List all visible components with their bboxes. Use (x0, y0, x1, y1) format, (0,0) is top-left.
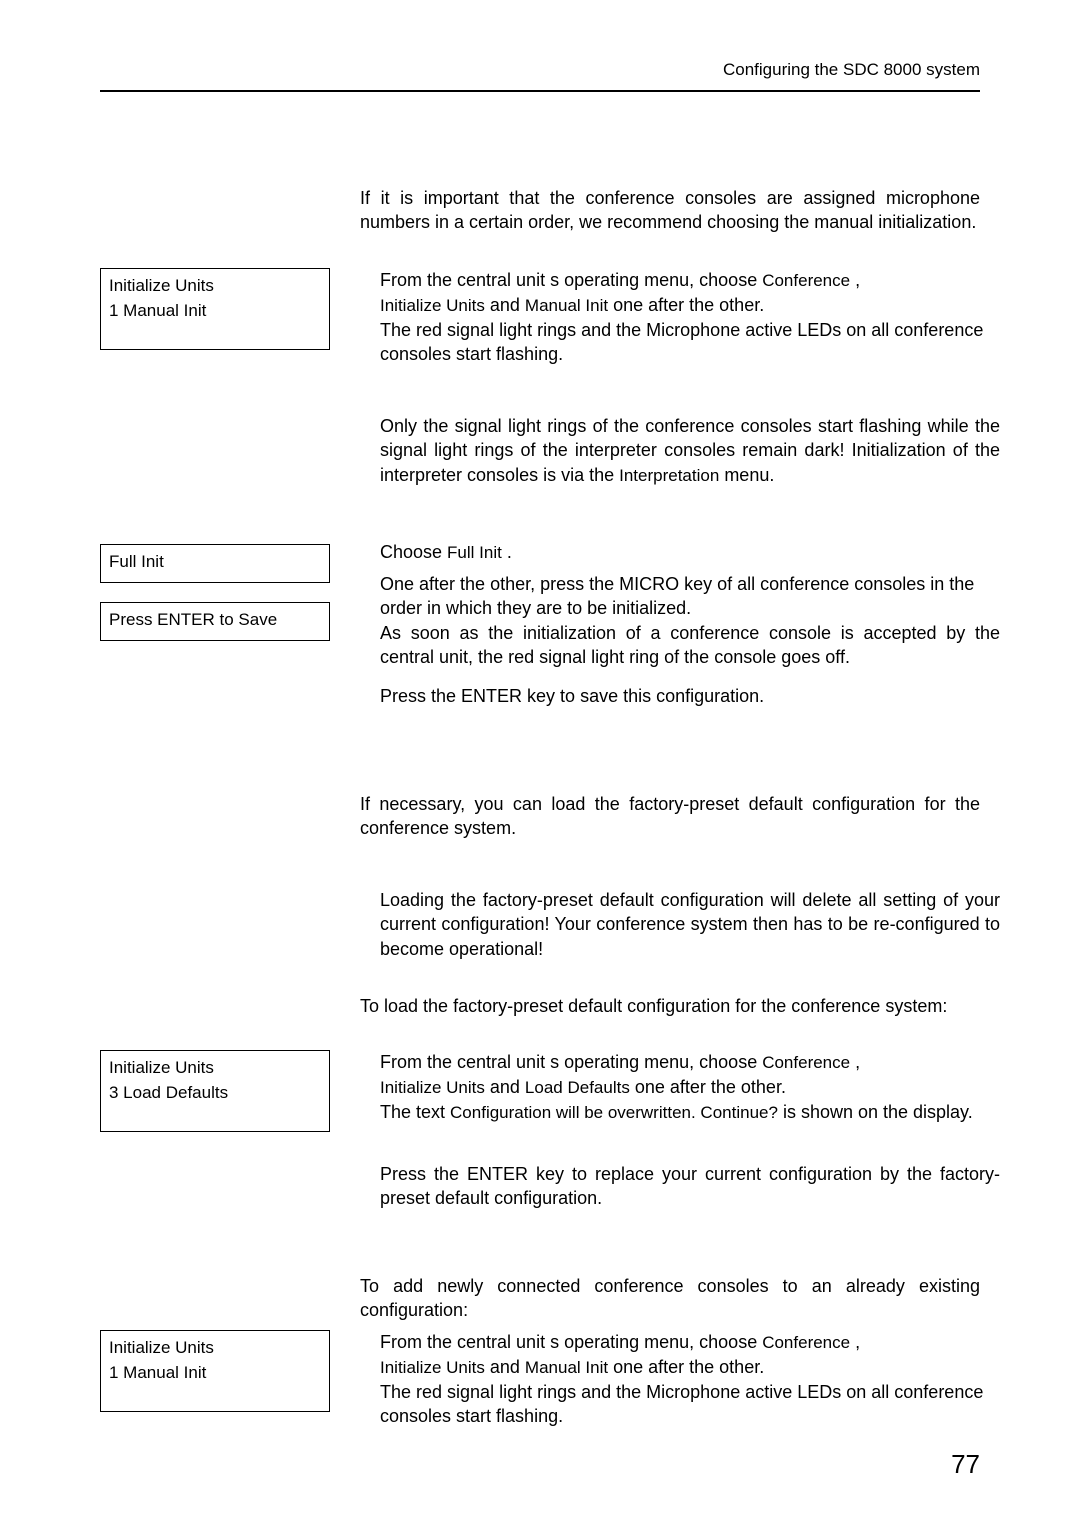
body-warning: Loading the factory-preset default confi… (360, 888, 1000, 961)
ui-term: Manual Init (525, 296, 608, 315)
running-header: Configuring the SDC 8000 system (723, 60, 980, 80)
header-rule (100, 90, 980, 92)
body-step: From the central unit s operating menu, … (360, 268, 1000, 366)
t: one after the other. (630, 1077, 786, 1097)
ui-term: Manual Init (525, 1358, 608, 1377)
display-box-4: Initialize Units 1 Manual Init (100, 1330, 330, 1412)
body-note: Only the signal light rings of the confe… (360, 414, 1000, 488)
display-line: 3 Load Defaults (109, 1082, 321, 1105)
ui-term: Initialize Units (380, 296, 485, 315)
body-step: Press the ENTER key to replace your curr… (360, 1162, 1000, 1211)
t: one after the other. (608, 295, 764, 315)
t: menu. (719, 465, 774, 485)
body-text: If necessary, you can load the factory-p… (360, 792, 980, 841)
body-step: From the central unit s operating menu, … (360, 1050, 1000, 1125)
display-box-2b: Press ENTER to Save (100, 602, 330, 641)
t: The red signal light rings and the Micro… (380, 318, 1000, 367)
t: and (485, 1357, 525, 1377)
body-step: Press the ENTER key to save this configu… (360, 684, 1000, 708)
body-step: One after the other, press the MICRO key… (360, 572, 1000, 669)
t: Choose (380, 542, 447, 562)
ui-term: Conference (762, 1333, 850, 1352)
ui-term: Full Init (447, 543, 502, 562)
t: and (485, 1077, 525, 1097)
display-line: Initialize Units (109, 275, 321, 298)
t: , (850, 1332, 860, 1352)
t: From the central unit s operating menu, … (380, 1052, 762, 1072)
t: From the central unit s operating menu, … (380, 1332, 762, 1352)
t: As soon as the initialization of a confe… (380, 621, 1000, 670)
display-box-1: Initialize Units 1 Manual Init (100, 268, 330, 350)
body-step: From the central unit s operating menu, … (360, 1330, 1000, 1428)
display-line: Full Init (109, 551, 321, 574)
t: and (485, 295, 525, 315)
body-text: If it is important that the conference c… (360, 186, 980, 235)
body-text: To add newly connected conference consol… (360, 1274, 980, 1323)
display-line: Initialize Units (109, 1057, 321, 1080)
t: , (850, 270, 860, 290)
t: One after the other, press the MICRO key… (380, 572, 1000, 621)
t: is shown on the display. (778, 1102, 973, 1122)
display-box-3: Initialize Units 3 Load Defaults (100, 1050, 330, 1132)
page: Configuring the SDC 8000 system Initiali… (0, 0, 1080, 1528)
display-box-2a: Full Init (100, 544, 330, 583)
body-text: To load the factory-preset default confi… (360, 994, 980, 1018)
display-line: 1 Manual Init (109, 300, 321, 323)
ui-term: Initialize Units (380, 1078, 485, 1097)
ui-term: Conference (762, 271, 850, 290)
ui-term: Conference (762, 1053, 850, 1072)
display-line: 1 Manual Init (109, 1362, 321, 1385)
ui-term: Initialize Units (380, 1358, 485, 1377)
ui-term: Configuration will be overwritten. Conti… (450, 1103, 778, 1122)
t: . (502, 542, 512, 562)
ui-term: Interpretation (619, 466, 719, 485)
t: The text (380, 1102, 450, 1122)
t: From the central unit s operating menu, … (380, 270, 762, 290)
page-number: 77 (951, 1449, 980, 1480)
t: The red signal light rings and the Micro… (380, 1380, 1000, 1429)
display-line: Press ENTER to Save (109, 609, 321, 632)
body-step: Choose Full Init . (360, 540, 1000, 565)
t: , (850, 1052, 860, 1072)
ui-term: Load Defaults (525, 1078, 630, 1097)
t: one after the other. (608, 1357, 764, 1377)
display-line: Initialize Units (109, 1337, 321, 1360)
